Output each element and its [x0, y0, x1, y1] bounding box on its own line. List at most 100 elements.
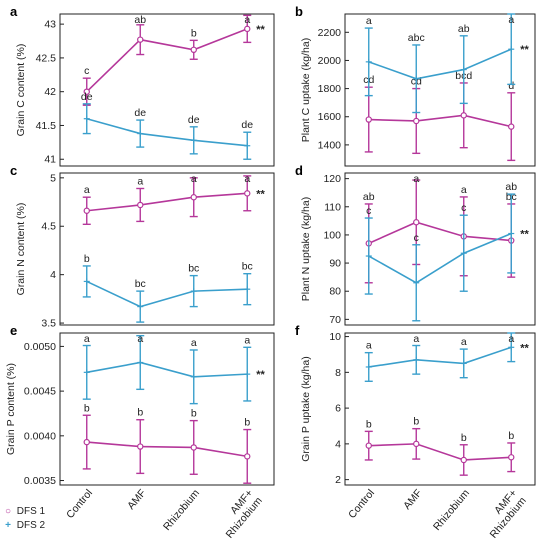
y-axis-title: Plant C uptake (kg/ha): [300, 38, 312, 142]
significance-letter: d: [508, 80, 514, 92]
significance-letter: de: [81, 91, 93, 103]
significance-letter: a: [508, 333, 514, 345]
data-point: [83, 88, 90, 95]
x-tick-label-line: Control: [64, 487, 95, 521]
series-line: [86, 28, 248, 93]
y-tick-label: 0.0050: [24, 341, 56, 353]
series-dfs2: a abc ab a: [364, 13, 516, 114]
significance-letter: abc: [408, 32, 425, 44]
y-axis-title: Grain P content (%): [5, 363, 17, 455]
significance-letter: a: [366, 340, 372, 352]
series-dfs2: c c c ab: [364, 181, 517, 322]
series-line: [368, 346, 512, 368]
significance-letter: b: [84, 253, 90, 265]
y-tick-label: 1400: [318, 139, 342, 151]
data-point: [83, 207, 90, 214]
data-point: [365, 442, 372, 449]
significance-letter: c: [461, 202, 466, 214]
significance-marker: **: [256, 188, 265, 200]
significance-letter: de: [188, 114, 200, 126]
significance-marker: **: [520, 342, 529, 354]
series-dfs1: c ab b a: [82, 14, 252, 106]
y-tick-label: 2200: [318, 27, 342, 39]
y-axis-title: Grain N content (%): [15, 203, 27, 296]
y-tick-label: 8: [335, 367, 341, 379]
series-dfs1: b b b b: [364, 416, 516, 476]
significance-marker: **: [256, 369, 265, 381]
x-tick-label: Rhizobium: [161, 487, 202, 533]
y-tick-label: 41.5: [36, 120, 57, 132]
data-point: [137, 443, 144, 450]
significance-marker: **: [520, 44, 529, 56]
x-tick-label-line: AMF: [401, 487, 424, 512]
series-line: [368, 221, 512, 245]
y-tick-label: 4: [50, 269, 56, 281]
significance-letter: b: [413, 416, 419, 428]
significance-letter: bc: [135, 278, 146, 290]
legend: ○ DFS 1 + DFS 2: [2, 505, 45, 533]
significance-letter: c: [84, 65, 89, 77]
chart-panel-c: c 3.5 4 4.5 5 Grain N content (%) a a a a b bc bc bc *…: [10, 163, 275, 330]
significance-letter: a: [191, 337, 197, 349]
significance-letter: a: [244, 334, 250, 346]
significance-letter: a: [244, 173, 250, 185]
significance-letter: a: [137, 333, 143, 345]
series-line: [368, 48, 512, 80]
plot-frame: [344, 172, 536, 326]
data-point: [460, 456, 467, 464]
x-tick-label: Rhizobium: [431, 487, 472, 533]
data-point: [190, 194, 197, 201]
y-axis-title: Plant N uptake (kg/ha): [300, 197, 312, 301]
series-dfs2: b bc bc bc: [82, 253, 253, 323]
data-point: [190, 444, 197, 451]
plot-frame: [344, 13, 536, 167]
y-tick-label: 90: [329, 258, 341, 270]
panel-label: a: [10, 4, 18, 19]
significance-letter: de: [134, 107, 146, 119]
significance-letter: b: [191, 408, 197, 420]
significance-letter: ab: [505, 181, 517, 193]
y-tick-label: 3.5: [41, 318, 56, 330]
plot-frame: [344, 332, 536, 486]
significance-letter: a: [244, 14, 250, 26]
chart-panel-b: b 1400 1600 1800 2000 2200 Plant C uptake (kg/…: [295, 4, 536, 167]
y-tick-label: 1800: [318, 83, 342, 95]
data-point: [244, 190, 251, 197]
x-tick-label-line: Control: [346, 487, 377, 521]
series-line: [86, 280, 248, 308]
data-point: [508, 454, 515, 461]
y-tick-label: 42: [44, 86, 56, 98]
y-tick-label: 80: [329, 286, 341, 298]
y-tick-label: 4: [335, 438, 341, 450]
x-tick-label: AMF: [125, 487, 148, 512]
data-point: [137, 36, 144, 43]
significance-letter: a: [413, 333, 419, 345]
x-tick-label: Control: [346, 487, 377, 521]
data-point: [244, 25, 251, 33]
significance-letter: a: [461, 184, 467, 196]
chart-panel-d: d 70 80 90 100 110 120 Plant N uptake (kg/ha) ab…: [295, 163, 536, 326]
x-tick-label-line: Rhizobium: [161, 487, 202, 533]
significance-letter: b: [84, 402, 90, 414]
significance-letter: a: [366, 15, 372, 27]
significance-letter: a: [84, 184, 90, 196]
y-tick-label: 6: [335, 403, 341, 415]
x-tick-label-line: Rhizobium: [431, 487, 472, 533]
significance-letter: b: [137, 407, 143, 419]
significance-letter: bc: [188, 263, 199, 275]
plot-frame: [59, 332, 275, 486]
significance-letter: c: [366, 205, 371, 217]
data-point: [508, 123, 515, 130]
series-line: [368, 232, 512, 284]
y-tick-label: 110: [324, 201, 341, 213]
significance-letter: a: [84, 333, 90, 345]
significance-letter: b: [461, 432, 467, 444]
series-line: [86, 117, 248, 147]
series-line: [86, 361, 248, 378]
legend-label-dfs1: DFS 1: [16, 506, 46, 517]
chart-panel-a: a 41 41.5 42 42.5 43 Grain C content (%) c ab b a d…: [10, 4, 275, 167]
panel-label: d: [295, 163, 303, 178]
y-tick-label: 41: [44, 154, 56, 166]
